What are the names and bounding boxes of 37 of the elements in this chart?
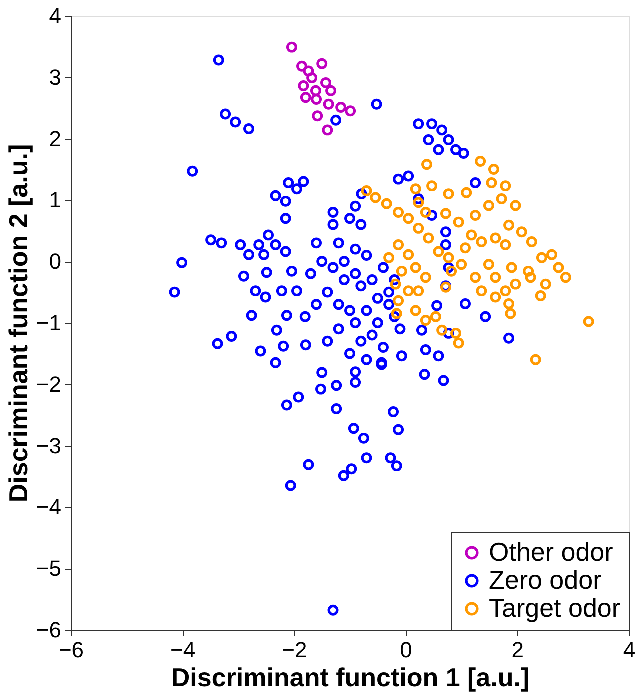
y-tick-label: −5 xyxy=(36,556,62,582)
point xyxy=(286,42,298,53)
point xyxy=(298,80,310,92)
y-tick-label: 0 xyxy=(49,249,62,274)
y-tick-label: −1 xyxy=(36,310,62,336)
x-axis-title: Discriminant function 1 [a.u.] xyxy=(171,662,530,692)
point xyxy=(310,85,322,96)
point xyxy=(323,98,334,110)
x-tick-label: −4 xyxy=(170,638,196,662)
y-axis-title: Discriminant function 2 [a.u.] xyxy=(3,144,34,503)
point xyxy=(311,94,322,105)
point xyxy=(345,106,356,117)
point xyxy=(306,72,318,84)
y-tick-label: −2 xyxy=(36,372,62,397)
legend-label: Target odor xyxy=(489,593,621,623)
y-tick-label: 3 xyxy=(49,64,62,90)
y-tick-label: −4 xyxy=(36,494,62,520)
point xyxy=(300,92,312,104)
x-tick-label: 0 xyxy=(400,638,412,662)
point xyxy=(322,124,334,136)
y-tick-label: 2 xyxy=(49,126,62,152)
y-tick-label: −3 xyxy=(36,433,62,458)
y-tick-label: 1 xyxy=(49,188,62,213)
point xyxy=(312,110,324,122)
point xyxy=(320,77,332,88)
point xyxy=(303,66,314,77)
x-tick-label: 2 xyxy=(512,638,524,662)
x-tick-label: −2 xyxy=(282,638,308,662)
legend-label: Zero odor xyxy=(489,565,602,595)
point xyxy=(326,85,337,96)
point xyxy=(296,60,308,72)
legend-label: Other odor xyxy=(489,537,614,567)
point xyxy=(316,58,328,70)
x-tick-label: 4 xyxy=(623,638,636,662)
y-tick-label: −6 xyxy=(36,618,62,642)
y-tick-label: 4 xyxy=(49,4,62,28)
point xyxy=(336,102,347,113)
